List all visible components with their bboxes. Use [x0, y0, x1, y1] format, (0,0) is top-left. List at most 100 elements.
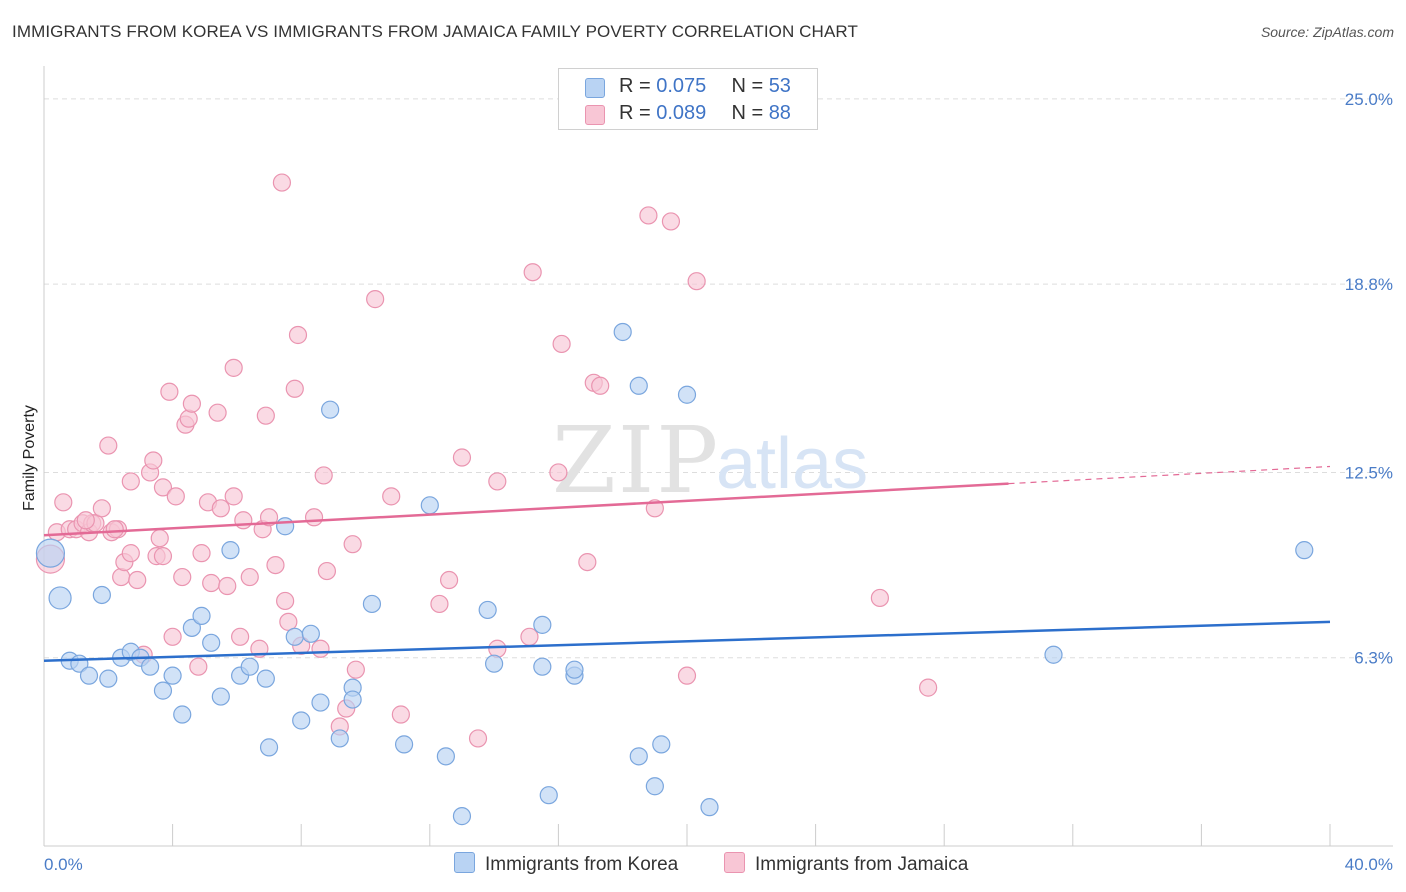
- korea-point-11: [153, 681, 173, 700]
- korea-point-50: [700, 798, 719, 817]
- korea-point-51: [1044, 645, 1063, 664]
- y-tick-labels: 6.3% 12.5% 18.8% 25.0%: [1345, 90, 1393, 668]
- jamaica-point-52: [288, 325, 308, 345]
- jamaica-point-9: [92, 499, 111, 518]
- y-tick-label-2: 18.8%: [1345, 275, 1393, 294]
- jamaica-point-65: [430, 594, 449, 614]
- jamaica-point-41: [234, 511, 253, 530]
- legend-korea-r-label: R =: [619, 75, 651, 97]
- korea-point-47: [645, 777, 664, 796]
- jamaica-point-79: [645, 499, 664, 518]
- korea-point-34: [420, 496, 439, 515]
- legend-jamaica-r-label: R =: [619, 102, 651, 124]
- legend-swatch-jamaica: [585, 105, 605, 125]
- jamaica-point-45: [256, 406, 275, 425]
- jamaica-point-27: [173, 567, 192, 587]
- bottom-legend-swatch-korea: [454, 852, 475, 873]
- jamaica-point-22: [150, 529, 169, 548]
- korea-point-31: [343, 690, 362, 709]
- jamaica-point-46: [259, 508, 279, 527]
- korea-point-40: [533, 657, 552, 676]
- korea-trend-line: [43, 620, 1331, 662]
- jamaica-point-80: [661, 212, 681, 231]
- jamaica-point-17: [128, 570, 147, 590]
- jamaica-point-61: [346, 660, 365, 679]
- korea-point-44: [613, 322, 632, 342]
- jamaica-point-54: [304, 508, 324, 527]
- legend-korea-n-label: N =: [731, 75, 764, 97]
- korea-point-22: [259, 738, 279, 757]
- korea-point-17: [211, 687, 230, 706]
- jamaica-point-66: [439, 570, 459, 590]
- bottom-legend-label-jamaica: Immigrants from Jamaica: [755, 854, 969, 875]
- legend-jamaica-n-label: N =: [731, 102, 764, 124]
- korea-point-49: [677, 385, 697, 404]
- korea-point-12: [163, 666, 182, 685]
- korea-point-35: [436, 747, 455, 766]
- jamaica-point-63: [382, 487, 401, 506]
- korea-point-15: [192, 606, 211, 625]
- korea-point-10: [140, 657, 160, 676]
- jamaica-point-23: [153, 478, 173, 497]
- bottom-legend-label-korea: Immigrants from Korea: [485, 854, 679, 875]
- korea-point-5: [92, 585, 111, 605]
- jamaica-point-15: [121, 544, 140, 563]
- korea-point-29: [330, 729, 349, 748]
- korea-point-1: [48, 586, 72, 610]
- korea-point-26: [301, 624, 320, 643]
- jamaica-point-84: [919, 678, 938, 697]
- jamaica-point-70: [488, 639, 507, 658]
- jamaica-point-16: [121, 472, 140, 491]
- korea-point-16: [202, 633, 221, 652]
- korea-point-43: [565, 660, 584, 679]
- trend-lines: [43, 465, 1331, 662]
- watermark-zip: ZIP: [552, 407, 720, 514]
- korea-point-18: [221, 541, 240, 560]
- korea-point-20: [240, 657, 259, 676]
- bottom-legend-jamaica: Immigrants from Jamaica: [724, 852, 968, 876]
- jamaica-point-86: [105, 520, 124, 539]
- korea-point-28: [321, 400, 340, 419]
- jamaica-point-47: [266, 555, 285, 575]
- jamaica-point-51: [285, 379, 304, 398]
- jamaica-point-78: [639, 206, 658, 225]
- jamaica-point-35: [208, 403, 227, 422]
- korea-point-52: [1295, 541, 1314, 560]
- jamaica-point-32: [192, 544, 211, 563]
- jamaica-point-31: [189, 657, 208, 676]
- jamaica-point-24: [160, 382, 179, 401]
- jamaica-point-69: [488, 472, 507, 491]
- korea-point-33: [394, 735, 414, 754]
- jamaica-point-29: [179, 409, 198, 428]
- jamaica-point-73: [549, 463, 568, 482]
- korea-point-25: [292, 711, 311, 730]
- jamaica-point-57: [317, 561, 337, 581]
- legend-swatch-korea: [585, 78, 605, 98]
- y-tick-label-1: 12.5%: [1345, 463, 1393, 482]
- jamaica-point-42: [240, 567, 259, 587]
- korea-point-24: [285, 627, 304, 646]
- jamaica-point-75: [578, 553, 597, 572]
- x-tick-label-min: 0.0%: [44, 855, 83, 874]
- korea-point-48: [652, 735, 671, 754]
- jamaica-point-39: [224, 487, 243, 506]
- legend-korea-r-value: 0.075: [656, 75, 707, 97]
- korea-point-36: [452, 807, 472, 826]
- jamaica-point-36: [211, 499, 230, 518]
- jamaica-point-37: [218, 576, 237, 596]
- jamaica-point-13: [112, 567, 131, 587]
- jamaica-point-67: [452, 448, 472, 467]
- bottom-legend-swatch-jamaica: [724, 852, 745, 873]
- chart-title: IMMIGRANTS FROM KOREA VS IMMIGRANTS FROM…: [12, 22, 858, 41]
- jamaica-point-38: [224, 358, 243, 377]
- jamaica-point-55: [311, 639, 330, 658]
- jamaica-point-34: [202, 573, 221, 593]
- korea-point-37: [478, 600, 497, 620]
- korea-point-21: [256, 669, 275, 688]
- korea-point-0: [35, 538, 66, 568]
- jamaica-trend-line: [43, 482, 1009, 537]
- watermark-atlas: atlas: [716, 424, 868, 504]
- legend-box: R = 0.075 N = 53 R = 0.089 N = 88: [558, 68, 818, 130]
- legend-jamaica-n-value: 88: [768, 102, 791, 124]
